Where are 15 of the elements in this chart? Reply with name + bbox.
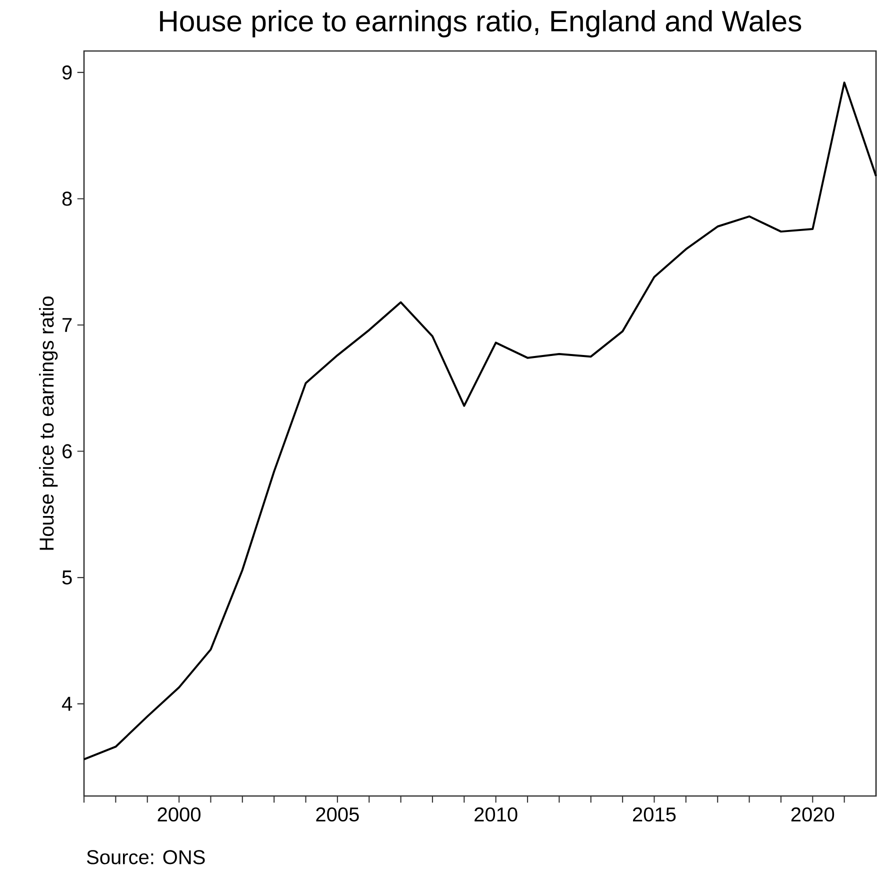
- y-axis-title: House price to earnings ratio: [39, 296, 58, 550]
- y-tick-label: 4: [62, 696, 72, 711]
- source-note: Source: ONS: [86, 850, 205, 864]
- x-tick-label: 2005: [316, 807, 359, 822]
- x-tick-label: 2010: [474, 807, 518, 822]
- x-tick-label: 2000: [158, 807, 200, 822]
- x-tick-label: 2020: [791, 807, 834, 822]
- x-tick-label: 2015: [633, 807, 676, 822]
- chart-title: House price to earnings ratio, England and Wales: [160, 10, 802, 38]
- y-tick-label: 5: [62, 570, 72, 585]
- y-tick-label: 9: [62, 65, 72, 80]
- y-tick-label: 7: [62, 318, 72, 332]
- line-series: [83, 82, 877, 760]
- y-tick-label: 8: [62, 192, 72, 206]
- y-tick-label: 6: [62, 444, 72, 458]
